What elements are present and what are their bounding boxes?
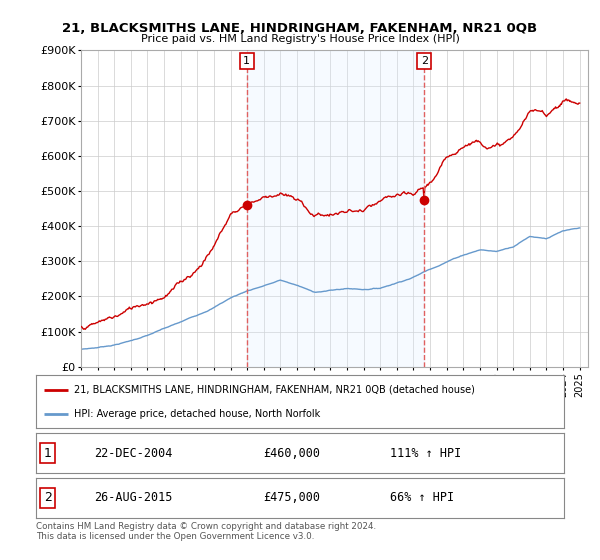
Text: 2: 2 (421, 56, 428, 66)
Text: HPI: Average price, detached house, North Norfolk: HPI: Average price, detached house, Nort… (74, 409, 320, 419)
Text: 22-DEC-2004: 22-DEC-2004 (94, 446, 172, 460)
Text: 21, BLACKSMITHS LANE, HINDRINGHAM, FAKENHAM, NR21 0QB: 21, BLACKSMITHS LANE, HINDRINGHAM, FAKEN… (62, 22, 538, 35)
Text: 1: 1 (243, 56, 250, 66)
Text: 111% ↑ HPI: 111% ↑ HPI (390, 446, 461, 460)
Text: Contains HM Land Registry data © Crown copyright and database right 2024.
This d: Contains HM Land Registry data © Crown c… (36, 522, 376, 542)
Text: £475,000: £475,000 (263, 491, 320, 505)
Text: Price paid vs. HM Land Registry's House Price Index (HPI): Price paid vs. HM Land Registry's House … (140, 34, 460, 44)
Text: 1: 1 (44, 446, 52, 460)
Bar (247, 50, 424, 367)
Text: 2: 2 (44, 491, 52, 505)
Text: £460,000: £460,000 (263, 446, 320, 460)
Text: 21, BLACKSMITHS LANE, HINDRINGHAM, FAKENHAM, NR21 0QB (detached house): 21, BLACKSMITHS LANE, HINDRINGHAM, FAKEN… (74, 385, 475, 395)
Text: 26-AUG-2015: 26-AUG-2015 (94, 491, 172, 505)
Text: 66% ↑ HPI: 66% ↑ HPI (390, 491, 454, 505)
